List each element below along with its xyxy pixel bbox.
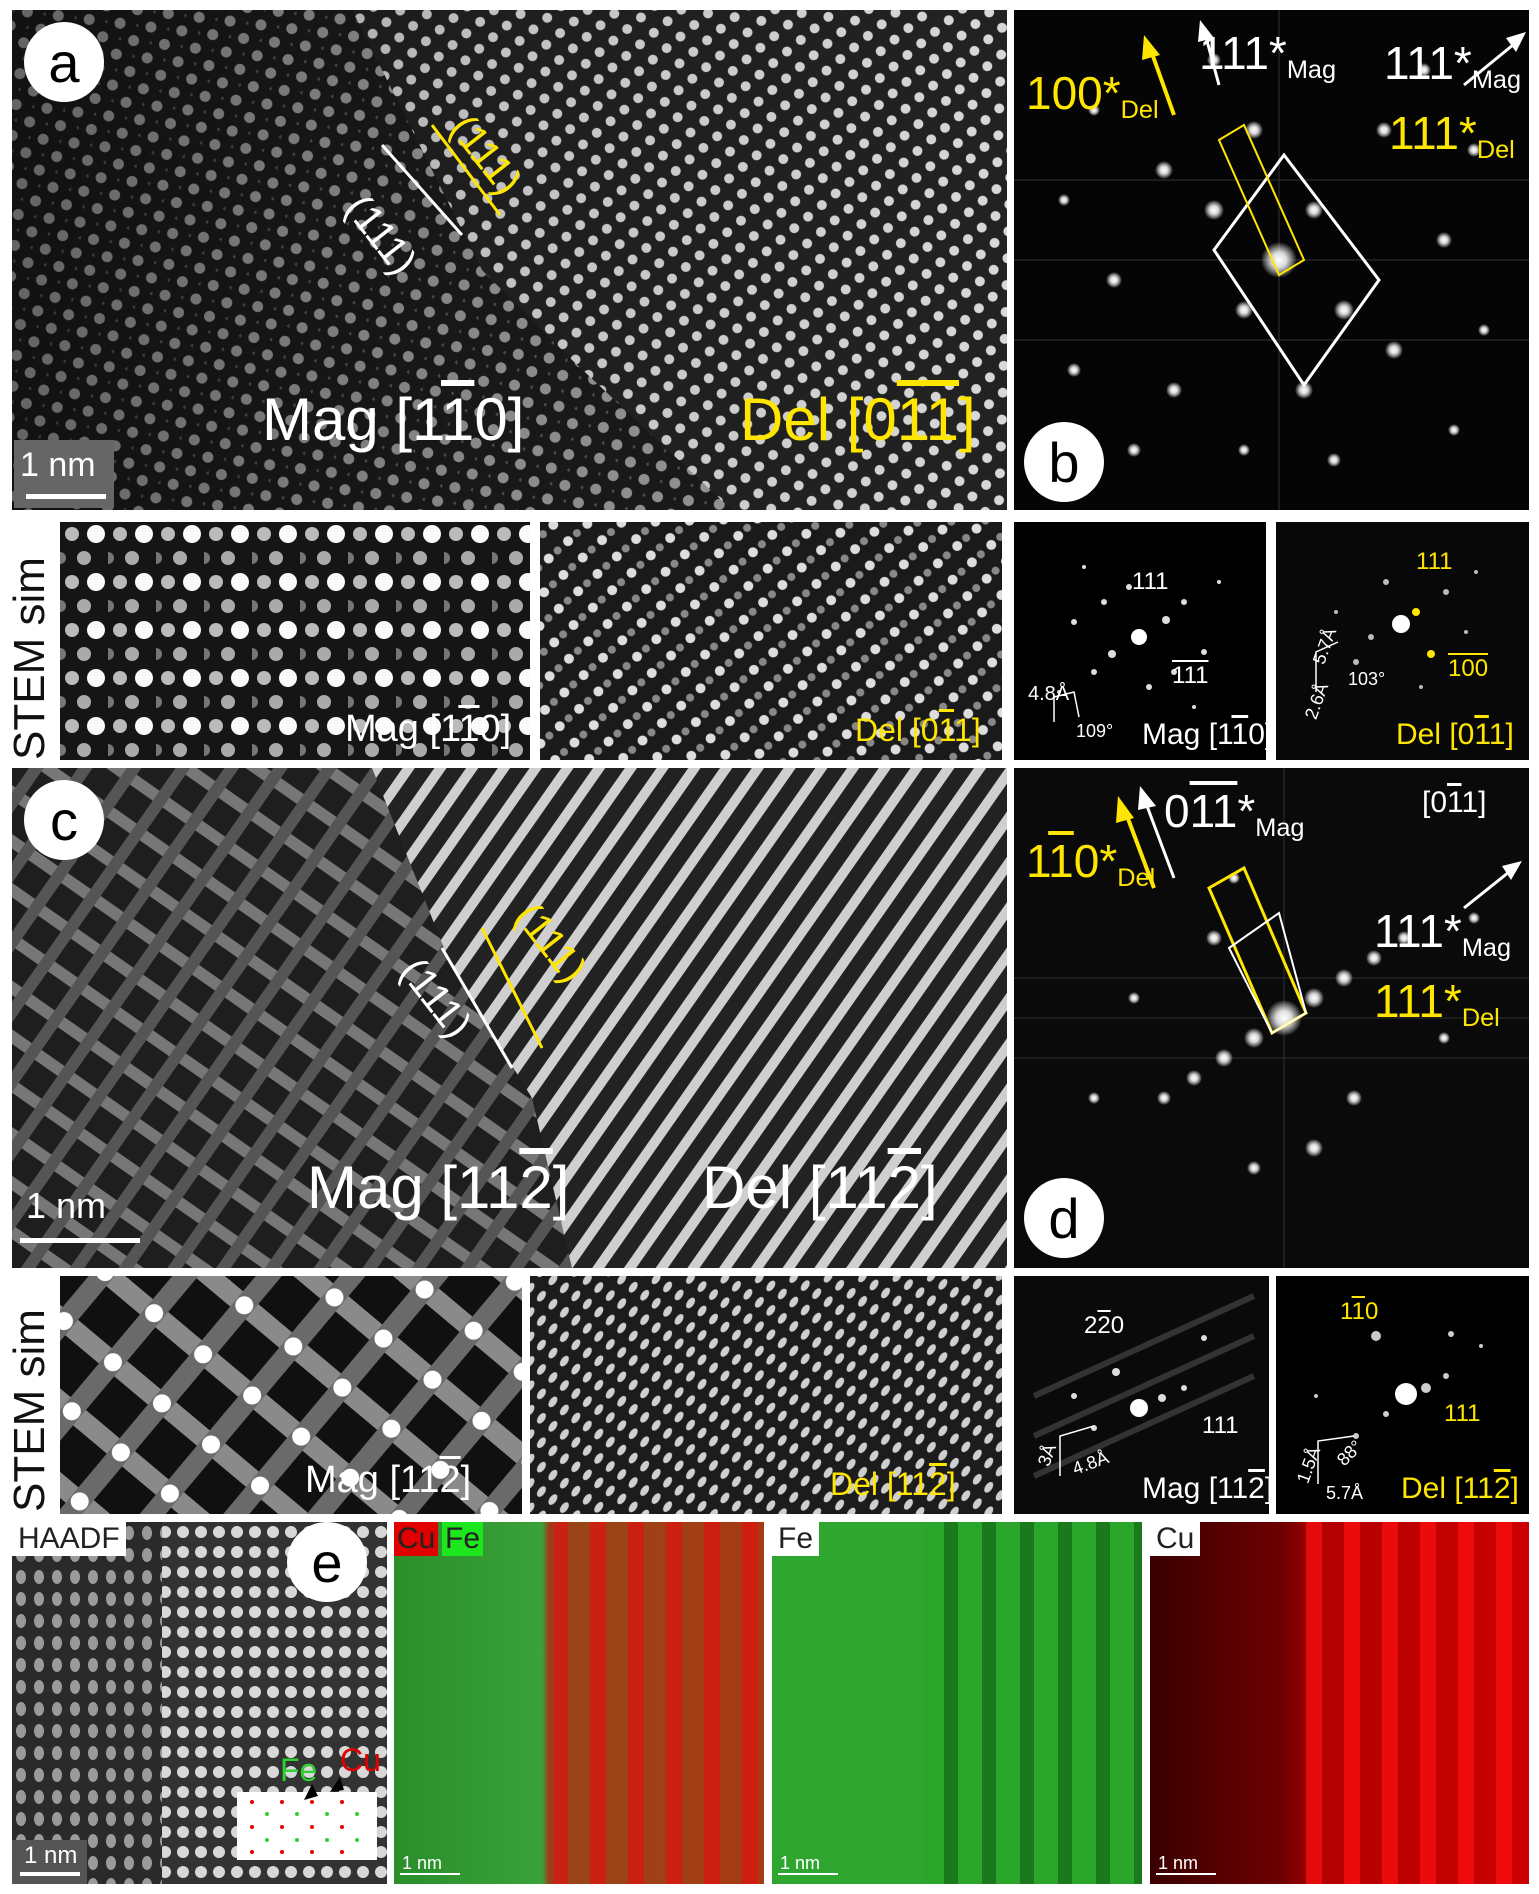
diff1-spot1: 111	[1132, 568, 1169, 595]
diff2-spots	[1315, 570, 1478, 692]
stem2-del-lattice	[530, 1276, 1002, 1514]
panel-d-del111-label: 111*Del	[1374, 975, 1500, 1032]
panel-e-scale-label: 1 nm	[24, 1842, 78, 1869]
stem2-mag-label: Mag [112]	[305, 1459, 472, 1501]
panel-c-hrstem-image: c (111) (111) Mag [112] Del [112] 1 nm	[12, 768, 1007, 1268]
stem2-side-label: STEM sim	[5, 1309, 54, 1512]
panel-c-lattice	[12, 768, 1007, 1268]
panel-b-letter: b	[1024, 422, 1104, 502]
panel-a-scalebar	[26, 494, 106, 499]
stem2-mag-lattice	[60, 1276, 522, 1514]
panel-e-fe-map-tag: Fe	[772, 1522, 820, 1556]
panel-c-mag-label: Mag [112]	[307, 1154, 570, 1221]
diff2-del-label: Del [011]	[1396, 718, 1514, 751]
panel-a-hrstem-image: a (111) (111) Mag [110] Del [011] 1 nm	[12, 10, 1007, 510]
diff3-spot2: 111	[1202, 1412, 1239, 1439]
panel-c-scalebar	[20, 1238, 140, 1243]
diff4-spots	[1314, 1331, 1483, 1484]
diff2-angle: 103°	[1348, 669, 1386, 689]
stem1-del-label: Del [011]	[855, 712, 981, 748]
stem2-del-label: Del [112]	[830, 1466, 956, 1502]
diff2-spot2: 100	[1448, 655, 1489, 682]
panel-e-fe-map: Fe 1 nm	[772, 1522, 1142, 1884]
diff1-spots	[1053, 565, 1221, 722]
panel-a-del-label: Del [011]	[740, 386, 976, 453]
diff3-mag-label: Mag [112]	[1142, 1472, 1269, 1505]
stem1-side-label: STEM sim	[5, 557, 54, 760]
panel-e-fe-stripes	[772, 1522, 1142, 1884]
panel-d-spots	[1014, 768, 1529, 1268]
panel-a-lattice	[12, 10, 1007, 510]
panel-e-fe-label: Fe	[280, 1752, 318, 1788]
diff4-del-pattern: 110 111 88° 1.5Å 5.7Å Del [112]	[1276, 1276, 1529, 1514]
panel-d-mag011-label: 011*Mag	[1164, 785, 1305, 842]
stem1-mag-sim: Mag [110]	[60, 522, 530, 760]
panel-b-mag111bar-label: 111*Mag	[1199, 27, 1337, 84]
panel-c-del-label: Del [112]	[702, 1154, 938, 1221]
stem1-mag-label: Mag [110]	[345, 708, 512, 750]
diff1-spot2: 111	[1172, 662, 1209, 689]
diff1-mag-label: Mag [110]	[1142, 718, 1266, 751]
panel-b-spots	[1014, 10, 1529, 510]
panel-a-mag-label: Mag [110]	[262, 386, 525, 453]
stem1-del-sim: Del [011]	[540, 522, 1002, 760]
panel-e-map1-cu-tag: Cu	[394, 1522, 439, 1556]
panel-d-fft: 110*Del 011*Mag [011] 111*Mag 111*Del d	[1014, 768, 1529, 1268]
diff4-spot1: 110	[1340, 1298, 1379, 1325]
stem1-del-lattice	[540, 522, 1002, 760]
panel-b-del100-label: 100*Del	[1026, 67, 1159, 124]
panel-a-letter: a	[24, 22, 104, 102]
panel-e-scalebar-box	[12, 1840, 87, 1884]
stem2-del-sim: Del [112]	[530, 1276, 1002, 1514]
panel-e-cu-map: Cu 1 nm	[1150, 1522, 1529, 1884]
panel-e-cufe-map: Cu Fe 1 nm	[394, 1522, 764, 1884]
diff3-mag-pattern: 220 111 3Å 4.8Å Mag [112]	[1014, 1276, 1269, 1514]
panel-d-zone: [011]	[1422, 786, 1487, 819]
diff1-angle: 109°	[1076, 721, 1114, 741]
panel-e-cu-stripes	[1150, 1522, 1529, 1884]
diff4-spot2: 111	[1444, 1400, 1481, 1427]
diff3-spot1: 220	[1084, 1312, 1125, 1339]
panel-c-letter: c	[24, 780, 104, 860]
diff1-dist: 4.8Å	[1028, 683, 1070, 705]
panel-b-del111-label: 111*Del	[1389, 107, 1515, 164]
diff4-del-label: Del [112]	[1401, 1472, 1519, 1505]
diff2-del-pattern: 111 100 5.7Å 2.6Å 103° Del [011]	[1276, 522, 1529, 760]
panel-e-map1-scale: 1 nm	[402, 1853, 443, 1873]
stem1-mag-lattice	[60, 522, 530, 760]
panel-d-del110-label: 110*Del	[1026, 835, 1156, 892]
diff2-spot1: 111	[1416, 548, 1453, 575]
panel-e-letter: e	[287, 1522, 367, 1602]
diff3-spots	[1032, 1293, 1256, 1479]
panel-e-map1-fe-tag: Fe	[442, 1522, 484, 1556]
panel-e-haadf: HAADF e Fe Cu 1 nm	[12, 1522, 387, 1884]
panel-a-scale-label: 1 nm	[20, 446, 96, 484]
panel-e-map2-scale: 1 nm	[780, 1853, 821, 1873]
panel-d-mag111-label: 111*Mag	[1374, 905, 1512, 962]
panel-b-mag111-label: 111*Mag	[1384, 37, 1522, 94]
panel-e-cufe-stripes	[394, 1522, 764, 1884]
panel-e-scalebar	[20, 1872, 80, 1876]
stem2-mag-sim: Mag [112]	[60, 1276, 522, 1514]
panel-e-cu-map-tag: Cu	[1150, 1522, 1201, 1556]
panel-e-haadf-tag: HAADF	[12, 1522, 126, 1556]
panel-e-cu-label: Cu	[340, 1742, 381, 1778]
panel-c-scale-label: 1 nm	[26, 1185, 107, 1226]
panel-d-letter: d	[1024, 1178, 1104, 1258]
diff4-dist2: 5.7Å	[1326, 1483, 1364, 1503]
panel-b-fft: 100*Del 111*Mag 111*Mag 111*Del b	[1014, 10, 1529, 510]
panel-e-map3-scale: 1 nm	[1158, 1853, 1199, 1873]
diff1-mag-pattern: 111 111 4.8Å 109° Mag [110]	[1014, 522, 1266, 760]
